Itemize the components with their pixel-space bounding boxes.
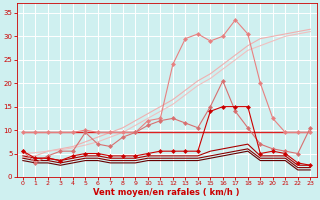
X-axis label: Vent moyen/en rafales ( km/h ): Vent moyen/en rafales ( km/h ) [93, 188, 240, 197]
